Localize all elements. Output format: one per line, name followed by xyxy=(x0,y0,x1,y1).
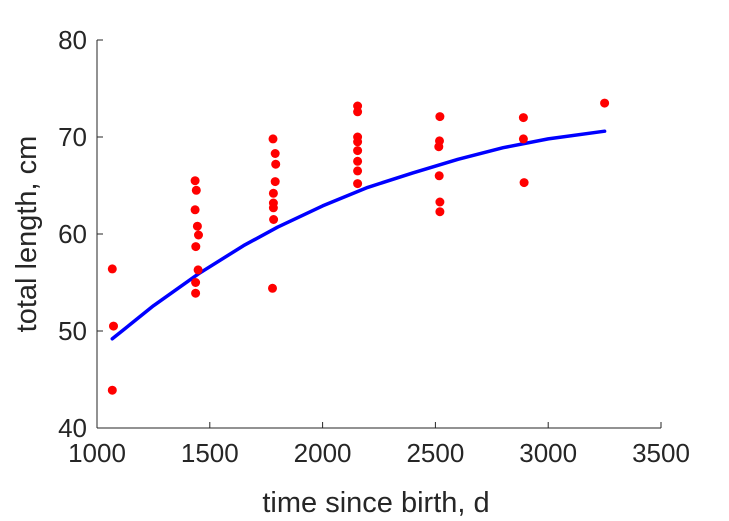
x-tick-label: 2500 xyxy=(406,438,464,468)
data-point xyxy=(109,321,118,331)
data-point xyxy=(435,207,445,217)
data-point xyxy=(353,179,363,189)
data-point xyxy=(270,177,280,187)
fit-curve-layer xyxy=(110,129,607,341)
y-tick-label: 60 xyxy=(58,219,87,249)
x-tick-label: 3000 xyxy=(519,438,577,468)
y-tick-label: 80 xyxy=(58,25,87,55)
data-point xyxy=(192,221,202,231)
data-point xyxy=(268,283,277,293)
data-point xyxy=(353,146,363,156)
x-tick-label: 1000 xyxy=(68,438,126,468)
data-point xyxy=(434,142,444,152)
fit-curve xyxy=(110,129,607,341)
data-point xyxy=(353,107,363,117)
data-point xyxy=(518,134,528,144)
data-point xyxy=(435,112,445,122)
data-point xyxy=(190,176,200,186)
y-axis-title: total length, cm xyxy=(11,136,43,333)
x-tick-label: 2000 xyxy=(294,438,352,468)
x-tick-label: 3500 xyxy=(632,438,690,468)
data-point xyxy=(268,134,278,144)
y-tick-label: 70 xyxy=(58,122,87,152)
axes: 1000 1500 2000 2500 3000 3500 40 50 60 70 80 xyxy=(58,25,690,468)
data-point xyxy=(435,197,445,207)
data-point xyxy=(269,215,279,224)
data-point xyxy=(268,203,278,213)
data-point xyxy=(434,171,444,181)
data-point xyxy=(518,113,528,123)
data-point xyxy=(268,188,278,198)
data-point xyxy=(353,137,363,147)
data-point xyxy=(519,178,529,188)
data-point xyxy=(107,264,117,274)
x-axis-title: time since birth, d xyxy=(262,487,489,519)
data-points-layer xyxy=(107,98,610,395)
data-point xyxy=(353,156,363,166)
data-point xyxy=(190,205,200,215)
data-point xyxy=(191,185,201,195)
data-point xyxy=(194,230,203,240)
data-point xyxy=(191,242,201,252)
data-point xyxy=(353,166,363,176)
data-point xyxy=(193,265,203,275)
data-point xyxy=(270,149,280,158)
y-tick-label: 50 xyxy=(58,316,87,346)
data-point xyxy=(107,385,117,395)
data-point xyxy=(191,278,201,287)
data-point xyxy=(191,288,201,298)
x-tick-label: 1500 xyxy=(181,438,239,468)
data-point xyxy=(271,159,281,169)
data-point xyxy=(600,98,610,108)
y-tick-label: 40 xyxy=(58,413,87,443)
